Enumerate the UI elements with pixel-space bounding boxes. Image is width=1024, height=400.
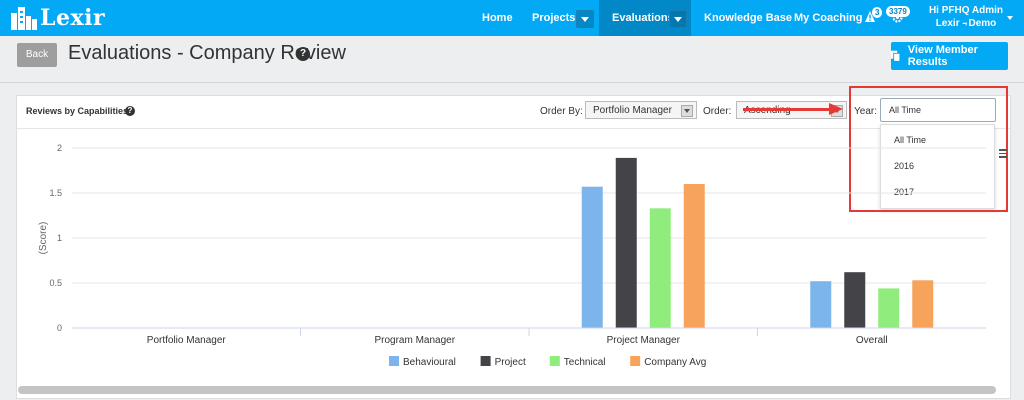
legend-label: Technical: [564, 357, 606, 368]
view-member-results-button[interactable]: View Member Results: [891, 42, 1008, 70]
user-greeting[interactable]: Hi PFHQ Admin ,: [928, 5, 1004, 27]
nav-my-coaching[interactable]: My Coaching: [794, 12, 863, 24]
y-tick-label: 0.5: [49, 278, 62, 288]
x-tick-label: Overall: [856, 335, 888, 346]
y-tick-label: 1.5: [49, 188, 62, 198]
messages-badge: 3379: [886, 6, 910, 17]
copy-icon: [891, 50, 901, 62]
panel-help-icon[interactable]: ?: [125, 106, 135, 116]
bar-behavioural[interactable]: [810, 281, 832, 328]
y-tick-label: 2: [57, 143, 62, 153]
bar-behavioural[interactable]: [581, 186, 603, 328]
page-title: Evaluations - Company Review: [68, 42, 346, 65]
legend-swatch: [549, 356, 560, 366]
user-menu-caret-icon[interactable]: [1007, 16, 1013, 20]
highlight-box: [849, 86, 1008, 212]
y-axis-label: (Score): [38, 222, 49, 255]
year-dropdown-menu: All Time 2016 2017: [880, 124, 995, 209]
year-option-all-time[interactable]: All Time: [894, 135, 927, 145]
legend-label: Project: [495, 357, 526, 368]
help-icon[interactable]: ?: [296, 47, 310, 61]
order-by-label: Order By:: [540, 106, 583, 117]
chart-legend: Behavioural Project Technical Company Avg: [389, 356, 706, 368]
legend-item[interactable]: Project: [480, 356, 526, 368]
notifications-badge: 3: [872, 7, 883, 18]
annotation-arrow-icon: [829, 103, 843, 115]
warning-icon[interactable]: [865, 11, 875, 23]
evaluations-dropdown-toggle[interactable]: [669, 10, 687, 28]
brand-logo[interactable]: Lexir: [10, 3, 105, 33]
x-tick-label: Project Manager: [607, 335, 681, 346]
x-axis: Portfolio Manager Program Manager Project …: [72, 327, 986, 346]
order-by-select[interactable]: Portfolio Manager: [585, 101, 697, 119]
year-option-2017[interactable]: 2017: [894, 187, 915, 197]
horizontal-scrollbar[interactable]: [18, 386, 996, 394]
chevron-down-icon: [681, 105, 693, 117]
reviews-chart: 0 0.5 1 1.5 2 (Score) Portfolio Manager Progr…: [38, 143, 986, 368]
bar-project[interactable]: [844, 272, 866, 328]
bar-technical[interactable]: [649, 208, 671, 328]
top-navbar: Lexir Home Projects Evaluations Knowledg…: [0, 0, 1024, 36]
order-by-value: Portfolio Manager: [593, 105, 672, 116]
user-org[interactable]: Lexir - Demo: [935, 18, 997, 29]
x-tick-label: Program Manager: [374, 335, 455, 346]
view-member-results-label: View Member Results: [907, 44, 978, 68]
annotation-arrow-shaft: [743, 108, 831, 111]
notifications-area: 3 3379: [860, 0, 932, 36]
year-select[interactable]: All Time: [880, 98, 996, 122]
header-divider: [0, 82, 1024, 83]
bar-company-avg[interactable]: [683, 184, 705, 328]
legend-item[interactable]: Company Avg: [630, 356, 706, 368]
year-value: All Time: [889, 105, 922, 115]
page-title-text: Evaluations - Company Review: [68, 42, 346, 64]
chart-bars: [581, 157, 934, 328]
skyline-icon: [11, 7, 37, 30]
y-tick-label: 1: [57, 233, 62, 243]
legend-swatch: [630, 356, 641, 366]
legend-item[interactable]: Technical: [549, 356, 606, 368]
back-label: Back: [25, 49, 49, 60]
panel-header: Reviews by Capabilities ?: [17, 96, 1010, 129]
chart-menu-icon[interactable]: [999, 149, 1007, 160]
legend-swatch: [389, 356, 399, 366]
chart-grid: [72, 147, 986, 329]
legend-label: Company Avg: [644, 357, 706, 368]
bar-technical[interactable]: [878, 288, 900, 328]
projects-dropdown-toggle[interactable]: [576, 10, 594, 28]
nav-evaluations-label: Evaluations: [612, 12, 674, 24]
y-tick-label: 0: [57, 323, 62, 333]
order-label: Order:: [703, 106, 732, 117]
year-option-2016[interactable]: 2016: [894, 161, 915, 171]
reviews-panel: Reviews by Capabilities ?: [16, 95, 1011, 399]
nav-projects[interactable]: Projects: [532, 12, 576, 24]
x-tick-label: Portfolio Manager: [147, 335, 227, 346]
legend-item[interactable]: Behavioural: [389, 356, 456, 368]
year-label: Year:: [854, 106, 877, 117]
y-axis-ticks: 0 0.5 1 1.5 2: [49, 143, 62, 333]
back-button[interactable]: Back: [17, 43, 57, 67]
bar-company-avg[interactable]: [912, 280, 934, 328]
legend-swatch: [480, 356, 491, 366]
panel-title: Reviews by Capabilities: [26, 106, 129, 116]
nav-home[interactable]: Home: [482, 12, 513, 24]
nav-knowledge-base[interactable]: Knowledge Base: [704, 12, 793, 24]
bar-project[interactable]: [615, 157, 637, 328]
brand-name: Lexir: [40, 5, 106, 31]
legend-label: Behavioural: [403, 357, 456, 368]
